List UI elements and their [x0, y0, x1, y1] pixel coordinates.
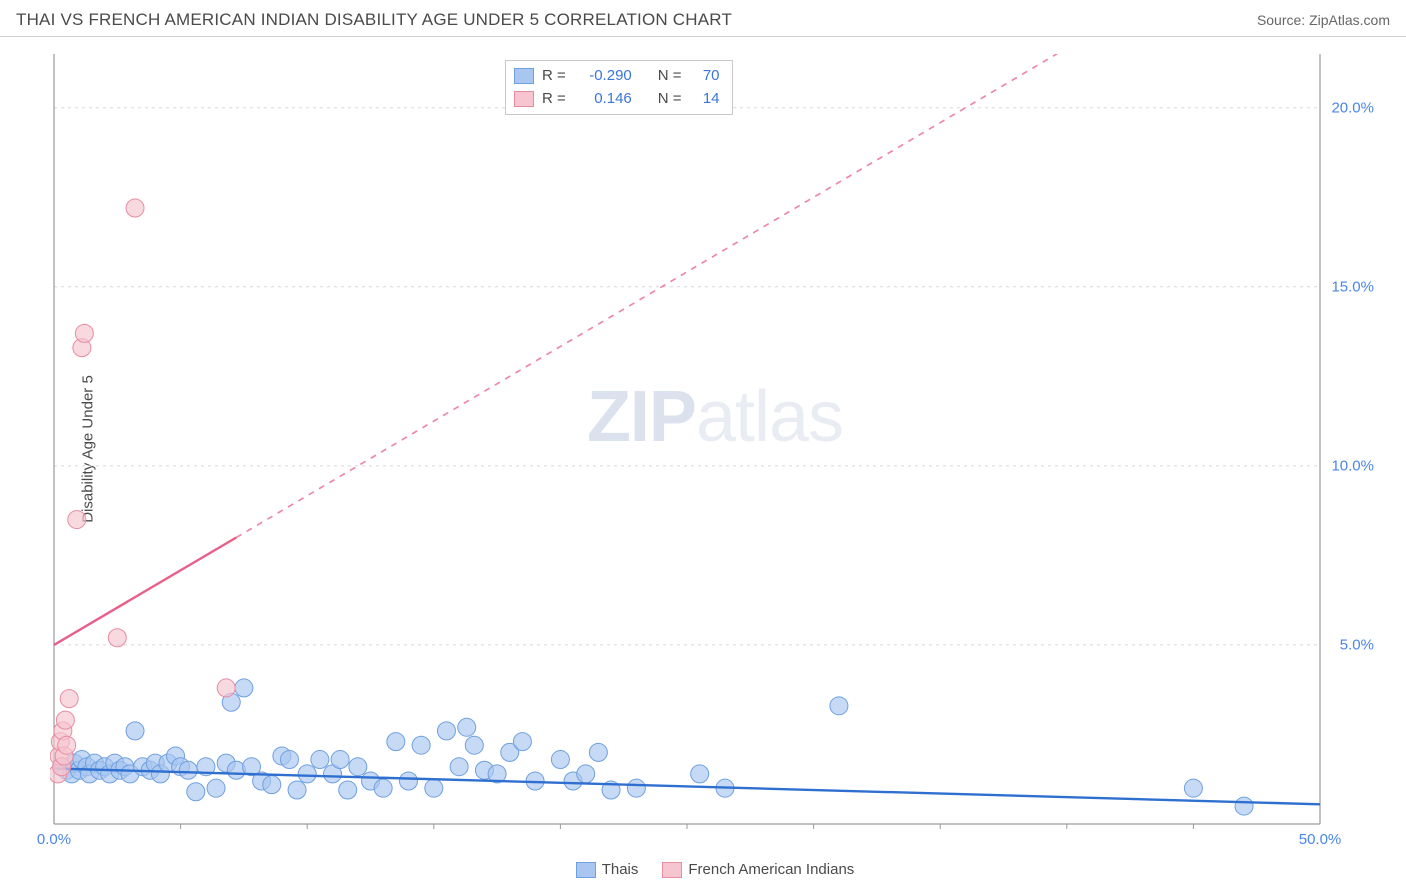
- legend-n-label: N =: [658, 88, 682, 111]
- legend-n-value: 14: [690, 88, 720, 111]
- legend-swatch-icon: [576, 862, 596, 878]
- legend-r-label: R =: [542, 88, 566, 111]
- legend-series-label: Thais: [602, 861, 639, 878]
- legend-bottom-item: French American Indians: [662, 861, 854, 878]
- legend-bottom: Thais French American Indians: [50, 861, 1380, 878]
- chart-title: THAI VS FRENCH AMERICAN INDIAN DISABILIT…: [16, 10, 732, 30]
- legend-r-value: -0.290: [574, 65, 632, 88]
- source-label: Source: ZipAtlas.com: [1257, 12, 1390, 28]
- y-tick-label: 5.0%: [1340, 636, 1374, 653]
- legend-bottom-item: Thais: [576, 861, 639, 878]
- legend-r-value: 0.146: [574, 88, 632, 111]
- legend-swatch-icon: [662, 862, 682, 878]
- legend-top: R = -0.290 N = 70 R = 0.146 N = 14: [505, 60, 733, 115]
- chart-header: THAI VS FRENCH AMERICAN INDIAN DISABILIT…: [0, 0, 1406, 37]
- plot-area: Disability Age Under 5 ZIPatlas R = -0.2…: [50, 54, 1380, 844]
- legend-top-row: R = -0.290 N = 70: [514, 65, 720, 88]
- legend-series-label: French American Indians: [688, 861, 854, 878]
- legend-swatch-icon: [514, 91, 534, 107]
- legend-n-label: N =: [658, 65, 682, 88]
- legend-n-value: 70: [690, 65, 720, 88]
- legend-swatch-icon: [514, 68, 534, 84]
- y-tick-label: 10.0%: [1331, 457, 1374, 474]
- y-tick-label: 20.0%: [1331, 99, 1374, 116]
- x-tick-label: 0.0%: [37, 831, 71, 848]
- legend-top-row: R = 0.146 N = 14: [514, 88, 720, 111]
- y-tick-label: 15.0%: [1331, 278, 1374, 295]
- scatter-chart: [50, 54, 1380, 844]
- x-tick-label: 50.0%: [1299, 831, 1342, 848]
- legend-r-label: R =: [542, 65, 566, 88]
